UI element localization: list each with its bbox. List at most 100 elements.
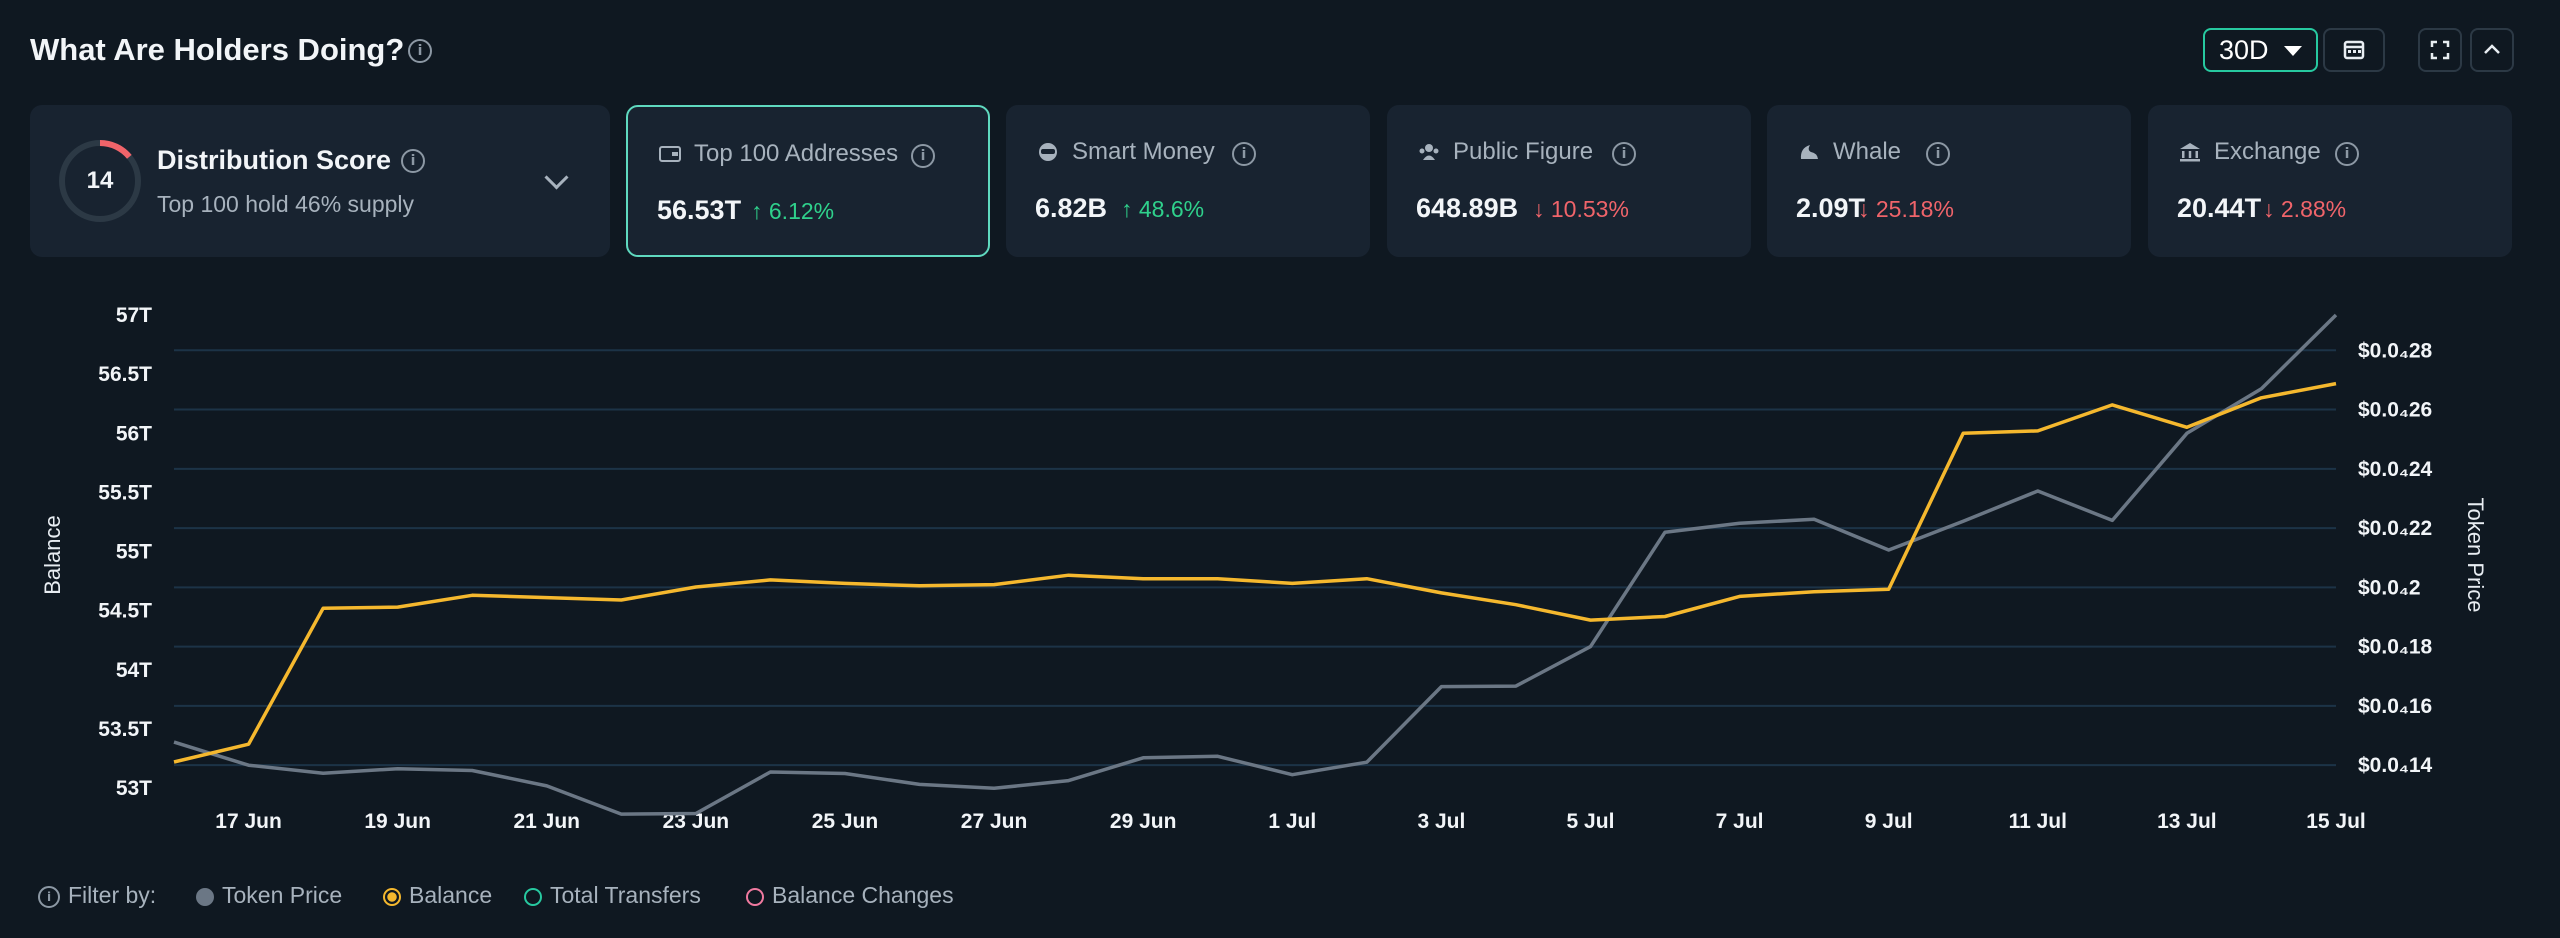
x-tick-label: 13 Jul xyxy=(2157,810,2217,833)
x-tick-label: 5 Jul xyxy=(1567,810,1615,833)
legend-dot xyxy=(383,888,401,906)
whale-icon xyxy=(1800,145,1818,159)
y-tick-label: 55T xyxy=(116,541,152,564)
y-axis-left-ticks: 57T 56.5T 56T 55.5T 55T 54.5T 54T 53.5T 53T xyxy=(98,304,152,800)
info-icon[interactable]: i xyxy=(401,149,425,173)
series-line-balance xyxy=(173,381,2337,764)
legend-label: Token Price xyxy=(222,882,343,908)
chevron-up-icon xyxy=(2484,44,2500,54)
x-tick-label: 15 Jul xyxy=(2306,810,2366,833)
y2-tick-label: $0.0₄28 xyxy=(2358,339,2433,362)
series-line-token-price xyxy=(173,313,2338,816)
distribution-title: Distribution Score xyxy=(157,145,392,175)
y-tick-label: 54.5T xyxy=(98,600,152,623)
info-icon[interactable]: i xyxy=(911,144,935,168)
y-tick-label: 54T xyxy=(116,659,152,682)
score-value: 14 xyxy=(86,167,114,194)
y2-tick-label: $0.0₄24 xyxy=(2358,458,2433,481)
y-tick-label: 57T xyxy=(116,304,152,327)
score-ring xyxy=(59,140,141,222)
x-tick-label: 21 Jun xyxy=(513,810,580,833)
calendar-icon xyxy=(2343,40,2365,60)
card-whale[interactable]: Whale i 2.09T ↓ 25.18% xyxy=(1767,105,2131,257)
distribution-subtitle: Top 100 hold 46% supply xyxy=(157,191,415,217)
y2-tick-label: $0.0₄18 xyxy=(2358,636,2433,659)
card-change: 6.12% xyxy=(768,198,835,224)
y2-tick-label: $0.0₄14 xyxy=(2358,754,2433,777)
y-axis-title: Balance xyxy=(40,515,65,595)
x-tick-label: 25 Jun xyxy=(812,810,879,833)
x-tick-label: 29 Jun xyxy=(1110,810,1177,833)
legend-dot xyxy=(196,888,214,906)
info-icon[interactable]: i xyxy=(1232,142,1256,166)
range-select[interactable]: 30D xyxy=(2203,28,2318,72)
info-icon[interactable]: i xyxy=(2335,142,2359,166)
legend-balance[interactable]: Balance xyxy=(383,882,492,909)
card-exchange[interactable]: Exchange i 20.44T ↓ 2.88% xyxy=(2148,105,2512,257)
public-figure-icon xyxy=(1419,144,1439,160)
card-change: 2.88% xyxy=(2280,196,2347,222)
card-label: Public Figure xyxy=(1453,138,1594,165)
legend-label: Balance Changes xyxy=(772,882,954,908)
filter-prefix: Filter by: xyxy=(68,882,157,908)
y2-tick-label: $0.0₄16 xyxy=(2358,695,2432,718)
card-value: 2.09T xyxy=(1796,193,1866,223)
legend-balance-changes[interactable]: Balance Changes xyxy=(746,882,954,909)
x-tick-label: 9 Jul xyxy=(1865,810,1913,833)
y-tick-label: 55.5T xyxy=(98,481,152,504)
legend-dot xyxy=(524,888,542,906)
card-change: 10.53% xyxy=(1550,196,1629,222)
legend-total-transfers[interactable]: Total Transfers xyxy=(524,882,701,909)
y2-tick-label: $0.0₄26 xyxy=(2358,399,2432,422)
calendar-button[interactable] xyxy=(2323,28,2385,72)
info-icon[interactable]: i xyxy=(1926,142,1950,166)
legend-label: Total Transfers xyxy=(550,882,701,908)
gridlines xyxy=(174,349,2336,767)
x-tick-label: 1 Jul xyxy=(1268,810,1316,833)
chevron-down-icon[interactable] xyxy=(544,165,569,190)
filter-label: i Filter by: xyxy=(38,882,156,909)
x-axis-ticks: 17 Jun 19 Jun 21 Jun 23 Jun 25 Jun 27 Jun 29 J… xyxy=(215,810,2365,833)
caret-down-icon xyxy=(2284,46,2302,56)
info-icon[interactable]: i xyxy=(1612,142,1636,166)
y-axis-right-ticks: $0.0₄28 $0.0₄26 $0.0₄24 $0.0₄22 $0.0₄2 $0.0₄1… xyxy=(2358,339,2433,777)
legend-dot xyxy=(746,888,764,906)
card-public-figure[interactable]: Public Figure i 648.89B ↓ 10.53% xyxy=(1387,105,1751,257)
card-value: 56.53T xyxy=(657,195,742,225)
y-tick-label: 56.5T xyxy=(98,363,152,386)
card-label: Smart Money xyxy=(1072,138,1215,165)
holders-line-chart[interactable]: 57T 56.5T 56T 55.5T 55T 54.5T 54T 53.5T 53T $0.0… xyxy=(0,290,2560,850)
info-icon[interactable]: i xyxy=(408,39,432,63)
smart-money-icon xyxy=(1039,143,1057,161)
header: What Are Holders Doing? i 30D xyxy=(30,28,2530,78)
x-tick-label: 19 Jun xyxy=(364,810,431,833)
card-top-100-addresses[interactable]: Top 100 Addresses i 56.53T ↑ 6.12% xyxy=(626,105,990,257)
y-tick-label: 56T xyxy=(116,422,152,445)
x-tick-label: 3 Jul xyxy=(1417,810,1465,833)
y2-axis-title: Token Price xyxy=(2463,498,2488,613)
bank-icon xyxy=(2180,143,2200,162)
change-up: ↑ 6.12% xyxy=(751,198,835,224)
y-tick-label: 53.5T xyxy=(98,718,152,741)
card-value: 648.89B xyxy=(1416,193,1519,223)
series-lines xyxy=(173,313,2338,816)
card-smart-money[interactable]: Smart Money i 6.82B ↑ 48.6% xyxy=(1006,105,1370,257)
info-icon[interactable]: i xyxy=(38,885,60,908)
change-down: ↓ 25.18% xyxy=(1858,196,1954,222)
card-value: 6.82B xyxy=(1035,193,1108,223)
y2-tick-label: $0.0₄2 xyxy=(2358,576,2421,599)
card-label: Whale xyxy=(1833,138,1902,165)
distribution-score-card[interactable]: 14 Distribution Score i Top 100 hold 46%… xyxy=(30,105,610,257)
x-tick-label: 17 Jun xyxy=(215,810,282,833)
x-tick-label: 23 Jun xyxy=(663,810,730,833)
collapse-button[interactable] xyxy=(2470,28,2514,72)
legend-token-price[interactable]: Token Price xyxy=(196,882,342,909)
card-change: 25.18% xyxy=(1875,196,1954,222)
change-down: ↓ 2.88% xyxy=(2263,196,2347,222)
change-up: ↑ 48.6% xyxy=(1121,196,1205,222)
change-down: ↓ 10.53% xyxy=(1533,196,1629,222)
card-change: 48.6% xyxy=(1138,196,1205,222)
expand-icon xyxy=(2430,40,2450,60)
fullscreen-button[interactable] xyxy=(2418,28,2462,72)
page-title: What Are Holders Doing? xyxy=(30,32,405,67)
